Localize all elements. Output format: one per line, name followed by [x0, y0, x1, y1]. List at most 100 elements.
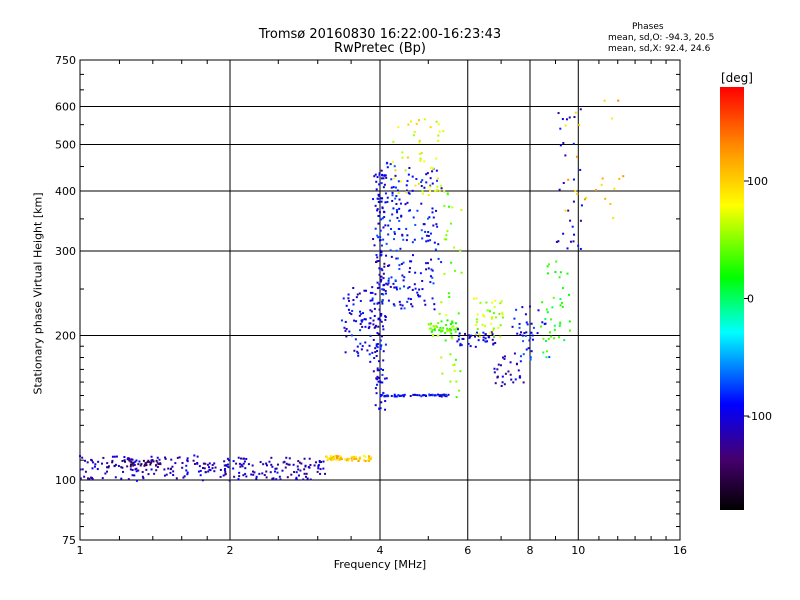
data-point [481, 323, 484, 326]
data-point [275, 478, 278, 481]
data-point [436, 189, 439, 192]
data-point [219, 475, 222, 478]
data-point [114, 476, 117, 479]
data-point [359, 342, 362, 345]
data-point [395, 249, 398, 252]
data-point [379, 345, 382, 348]
data-point [378, 408, 381, 411]
data-point [415, 122, 418, 125]
data-point [372, 238, 375, 241]
data-point [559, 127, 562, 130]
data-point [101, 477, 104, 480]
data-point [378, 283, 381, 286]
data-point [129, 463, 132, 466]
data-point [359, 310, 362, 313]
data-point [397, 192, 400, 195]
data-point [380, 314, 383, 317]
data-point [376, 343, 379, 346]
data-point [524, 334, 527, 337]
data-point [320, 460, 323, 463]
data-point [344, 351, 347, 354]
data-point [147, 459, 150, 462]
data-point [485, 301, 488, 304]
data-point [392, 303, 395, 306]
data-point [436, 326, 439, 329]
data-point [530, 322, 533, 325]
data-point [313, 464, 316, 467]
data-point [567, 293, 570, 296]
data-point [381, 288, 384, 291]
data-point [137, 469, 140, 472]
data-point [402, 279, 405, 282]
data-point [497, 326, 500, 329]
data-point [380, 244, 383, 247]
data-point [522, 381, 525, 384]
data-point [324, 472, 327, 475]
data-point [251, 470, 254, 473]
data-point [383, 395, 386, 398]
data-point [377, 214, 380, 217]
data-point [300, 462, 303, 465]
data-point [339, 456, 342, 459]
stats-o-mode: mean, sd,O: -94.3, 20.5 [608, 33, 715, 43]
data-point [453, 328, 456, 331]
data-point [455, 327, 458, 330]
data-point [368, 325, 371, 328]
data-point [401, 151, 404, 154]
data-point [459, 249, 462, 252]
data-point [421, 279, 424, 282]
data-point [446, 230, 449, 233]
data-point [354, 456, 357, 459]
data-point [430, 166, 433, 169]
data-point [156, 461, 159, 464]
data-point [374, 404, 377, 407]
data-point [436, 225, 439, 228]
data-point [141, 471, 144, 474]
data-point [330, 458, 333, 461]
data-point [405, 191, 408, 194]
data-point [235, 462, 238, 465]
data-point [497, 363, 500, 366]
data-point [400, 215, 403, 218]
data-point [418, 139, 421, 142]
data-point [364, 318, 367, 321]
data-point [222, 474, 225, 477]
data-point [156, 456, 159, 459]
data-point [572, 178, 575, 181]
data-point [377, 259, 380, 262]
data-point [344, 320, 347, 323]
data-point [519, 355, 522, 358]
data-point [412, 216, 415, 219]
data-point [407, 287, 410, 290]
data-point [376, 281, 379, 284]
data-point [458, 332, 461, 335]
data-point [265, 464, 268, 467]
data-point [358, 292, 361, 295]
data-point [393, 231, 396, 234]
data-point [394, 197, 397, 200]
data-point [546, 272, 549, 275]
data-point [579, 108, 582, 111]
data-point [170, 458, 173, 461]
data-point [380, 267, 383, 270]
data-point [378, 172, 381, 175]
data-point [282, 461, 285, 464]
data-point [374, 293, 377, 296]
data-point [558, 276, 561, 279]
data-point [392, 207, 395, 210]
data-point [350, 313, 353, 316]
data-point [567, 178, 570, 181]
data-point [131, 469, 134, 472]
data-point [368, 322, 371, 325]
data-point [318, 460, 321, 463]
data-point [385, 242, 388, 245]
data-point [317, 464, 320, 467]
data-point [106, 470, 109, 473]
data-point [567, 209, 570, 212]
data-point [372, 338, 375, 341]
data-point [422, 394, 425, 397]
data-point [380, 253, 383, 256]
data-point [430, 268, 433, 271]
data-point [458, 389, 461, 392]
data-point [325, 456, 328, 459]
